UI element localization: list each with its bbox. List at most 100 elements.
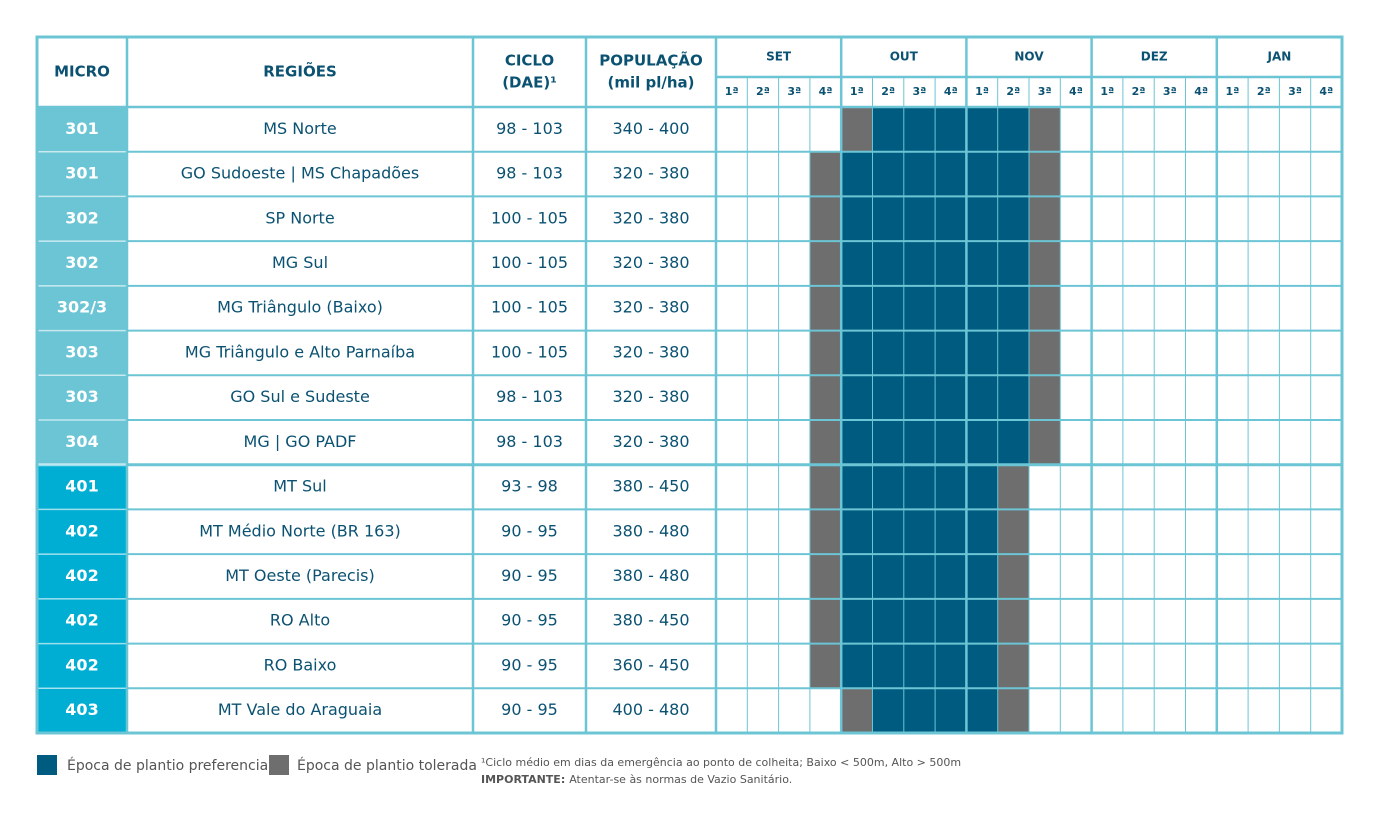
cycle: 90 - 95 (501, 700, 558, 719)
cycle: 100 - 105 (491, 342, 568, 361)
population: 320 - 380 (612, 298, 689, 317)
population: 320 - 380 (612, 253, 689, 272)
planting-week (809, 375, 842, 420)
important-text: Atentar-se às normas de Vazio Sanitário. (569, 773, 792, 786)
planting-week (966, 688, 998, 733)
micro-cell (37, 598, 127, 644)
cycle: 93 - 98 (501, 477, 558, 496)
planting-week (872, 285, 904, 331)
planting-week (809, 420, 842, 465)
planting-week (966, 464, 998, 510)
planting-week (1029, 375, 1061, 420)
week: 2ª (1132, 85, 1146, 98)
micro-cell (37, 241, 127, 286)
planting-week (903, 375, 936, 420)
planting-week (935, 285, 967, 331)
planting-week (809, 151, 842, 197)
month: JAN (1267, 50, 1292, 64)
region: RO Baixo (264, 655, 337, 674)
planting-week (841, 285, 873, 331)
planting-week (1029, 151, 1061, 197)
micro: 303 (65, 342, 98, 361)
week: 2ª (881, 85, 895, 98)
micro-cell (37, 643, 127, 689)
planting-week (872, 375, 904, 420)
planting-week (966, 107, 998, 152)
planting-week (809, 464, 842, 510)
planting-week (1029, 330, 1061, 376)
planting-week (872, 151, 904, 197)
planting-week (903, 554, 936, 599)
planting-week (966, 285, 998, 331)
micro-cell (37, 330, 127, 376)
legend-label: Época de plantio tolerada (297, 757, 477, 774)
month: OUT (890, 50, 919, 64)
planting-week (903, 151, 936, 197)
week: 3ª (1038, 85, 1052, 98)
planting-week (966, 509, 998, 555)
week: 1ª (850, 85, 864, 98)
planting-week (841, 554, 873, 599)
planting-week (872, 107, 904, 152)
planting-week (903, 688, 936, 733)
planting-week (872, 598, 904, 644)
cycle: 90 - 95 (501, 611, 558, 630)
important-label: IMPORTANTE: (481, 773, 565, 786)
week: 2ª (1006, 85, 1020, 98)
planting-week (809, 598, 842, 644)
planting-week (935, 241, 967, 286)
planting-week (809, 554, 842, 599)
week: 4ª (1319, 85, 1333, 98)
region: RO Alto (270, 611, 330, 630)
planting-week (997, 151, 1029, 197)
planting-week (903, 107, 936, 152)
micro: 302 (65, 253, 98, 272)
planting-week (841, 643, 873, 689)
planting-week (1029, 420, 1061, 465)
population: 320 - 380 (612, 387, 689, 406)
week: 1ª (975, 85, 989, 98)
micro-cell (37, 151, 127, 197)
planting-week (935, 554, 967, 599)
planting-week (872, 688, 904, 733)
week: 4ª (1069, 85, 1083, 98)
planting-week (872, 554, 904, 599)
planting-week (997, 241, 1029, 286)
planting-week (966, 241, 998, 286)
planting-week (935, 509, 967, 555)
micro: 302/3 (57, 298, 107, 317)
week: 1ª (725, 85, 739, 98)
week: 4ª (819, 85, 833, 98)
week: 3ª (787, 85, 801, 98)
legend-swatch (37, 755, 57, 775)
planting-week (935, 196, 967, 242)
planting-week (809, 196, 842, 242)
region: MG Sul (272, 253, 328, 272)
planting-week (872, 330, 904, 376)
region: MG | GO PADF (244, 432, 357, 451)
planting-week (935, 151, 967, 197)
week: 1ª (1100, 85, 1114, 98)
region: GO Sudoeste | MS Chapadões (181, 164, 419, 183)
week: 1ª (1226, 85, 1240, 98)
region: MT Vale do Araguaia (218, 700, 382, 719)
region: GO Sul e Sudeste (230, 387, 370, 406)
cycle: 98 - 103 (496, 432, 563, 451)
planting-week (935, 598, 967, 644)
month: SET (766, 50, 792, 64)
micro-cell (37, 464, 127, 510)
planting-week (903, 420, 936, 465)
micro-cell (37, 107, 127, 152)
planting-week (841, 151, 873, 197)
planting-week (841, 241, 873, 286)
micro-cell (37, 375, 127, 420)
planting-week (903, 598, 936, 644)
week: 3ª (913, 85, 927, 98)
region: MT Médio Norte (BR 163) (199, 521, 401, 540)
region: MT Sul (273, 477, 326, 496)
micro: 301 (65, 164, 98, 183)
planting-week (1029, 285, 1061, 331)
population: 380 - 450 (612, 477, 689, 496)
planting-week (903, 241, 936, 286)
planting-week (809, 241, 842, 286)
